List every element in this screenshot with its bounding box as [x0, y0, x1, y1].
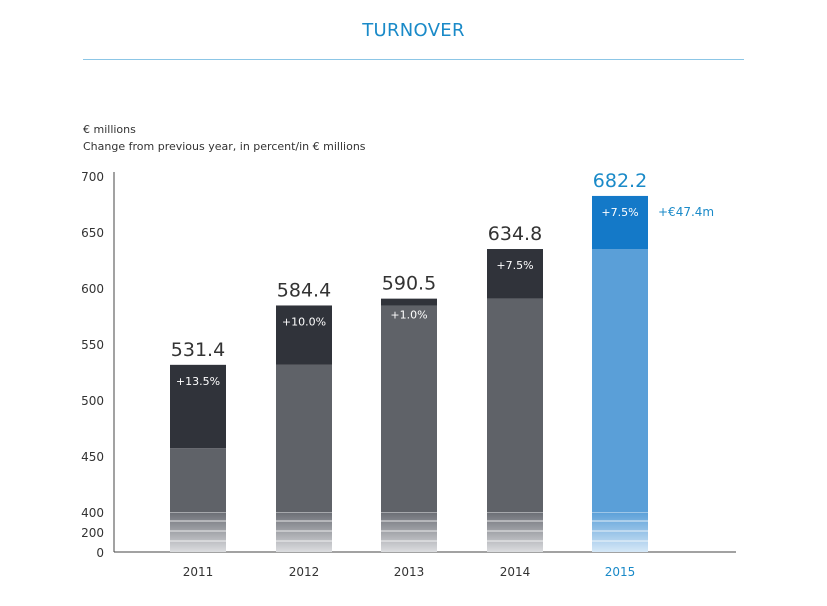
value-label: 590.5: [382, 273, 436, 295]
value-label: 682.2: [593, 170, 647, 192]
bar-change-segment: [487, 249, 543, 299]
y-tick-label: 550: [81, 338, 104, 352]
bar-change-segment: [381, 298, 437, 306]
y-tick-label: 450: [81, 450, 104, 464]
change-label: +7.5%: [496, 259, 533, 272]
unit-label: € millions: [83, 123, 136, 136]
y-tick-label: 0: [96, 546, 104, 560]
value-label: 584.4: [277, 279, 331, 301]
bar-base: [381, 305, 437, 512]
bar-bottom-segment: [381, 512, 437, 552]
bar-bottom-segment: [487, 512, 543, 552]
bar-base: [592, 249, 648, 513]
change-label: +13.5%: [176, 375, 220, 388]
y-tick-label: 600: [81, 282, 104, 296]
x-tick-label: 2015: [605, 565, 636, 579]
bar-change-segment: [276, 305, 332, 365]
highlight-annotation: +€47.4m: [658, 205, 714, 219]
change-label: +10.0%: [282, 315, 326, 328]
bar-base: [170, 448, 226, 512]
x-tick-label: 2012: [289, 565, 320, 579]
change-label: +7.5%: [601, 206, 638, 219]
value-label: 634.8: [488, 223, 542, 245]
y-tick-label: 650: [81, 226, 104, 240]
bar-change-segment: [170, 364, 226, 449]
y-tick-label: 500: [81, 394, 104, 408]
bar-change-segment: [592, 195, 648, 250]
bar-bottom-segment: [592, 512, 648, 552]
x-tick-label: 2014: [500, 565, 531, 579]
bar-base: [487, 298, 543, 512]
chart-title: TURNOVER: [362, 20, 465, 41]
x-tick-label: 2013: [394, 565, 425, 579]
chart-subtitle: Change from previous year, in percent/in…: [83, 140, 366, 153]
y-tick-label: 700: [81, 170, 104, 184]
bar-base: [276, 364, 332, 512]
value-label: 531.4: [171, 339, 225, 361]
x-tick-label: 2011: [183, 565, 214, 579]
change-label: +1.0%: [390, 309, 427, 322]
y-tick-label: 400: [81, 506, 104, 520]
y-tick-label: 200: [81, 526, 104, 540]
bar-bottom-segment: [170, 512, 226, 552]
title-divider: [83, 59, 744, 60]
bar-bottom-segment: [276, 512, 332, 552]
